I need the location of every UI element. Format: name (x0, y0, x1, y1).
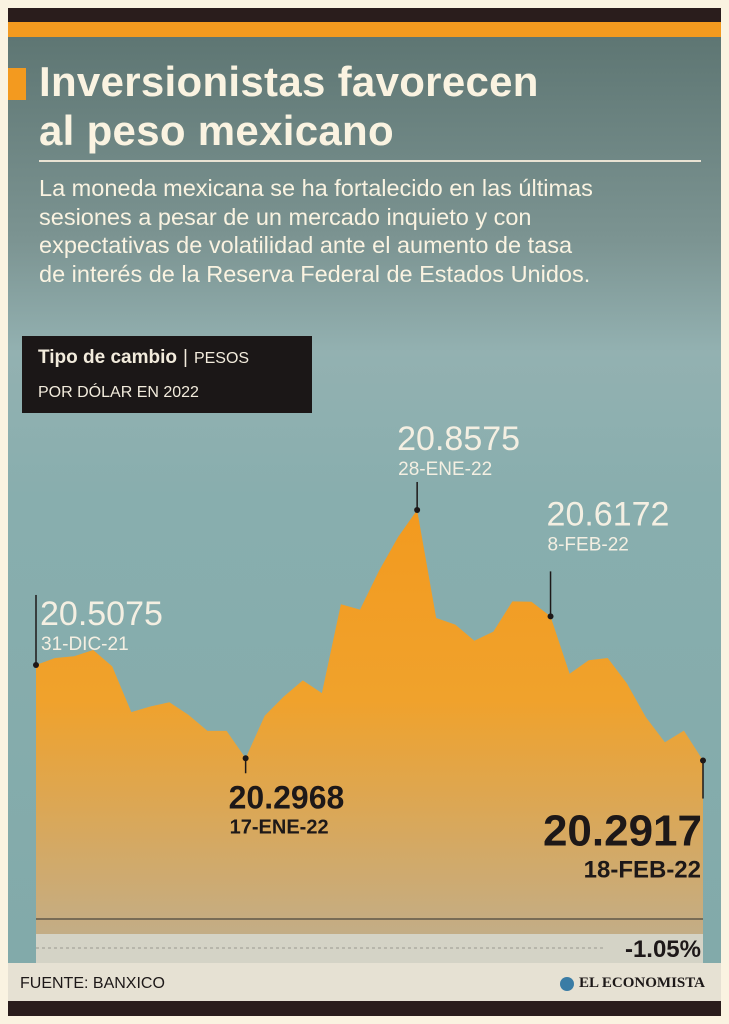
annotation-date: 31-DIC-21 (41, 634, 129, 655)
annotation-value: 20.8575 (397, 420, 520, 458)
footer: FUENTE: BANXICO EL ECONOMISTA (8, 963, 721, 1001)
exchange-rate-area (36, 510, 703, 934)
annotation-date: 17-ENE-22 (230, 816, 329, 838)
subtitle-line: sesiones a pesar de un mercado inquieto … (39, 203, 532, 230)
subtitle: La moneda mexicana se ha fortalecido en … (39, 174, 709, 288)
subtitle-line: La moneda mexicana se ha fortalecido en … (39, 175, 593, 201)
annotation-value: 20.2917 (543, 807, 702, 856)
legend-unit: PESOS (193, 350, 250, 367)
annotation-value: 20.2968 (229, 779, 345, 815)
annotation-date: 18-FEB-22 (584, 857, 701, 884)
exchange-rate-chart: 20.507531-DIC-2120.296817-ENE-2220.85752… (33, 420, 706, 963)
page-title: Inversionistas favorecen al peso mexican… (39, 57, 699, 155)
annotation-point (414, 506, 421, 513)
bottom-bar (8, 1001, 721, 1016)
title-divider (39, 160, 701, 162)
annotation-date: 28-ENE-22 (398, 459, 492, 480)
top-accent-bar (8, 22, 721, 37)
subtitle-line: expectativas de volatilidad ante el aume… (39, 232, 573, 258)
annotation-value: 20.5075 (40, 595, 163, 633)
annotation-date: 8-FEB-22 (548, 534, 629, 555)
title-line-2: al peso mexicano (39, 107, 394, 154)
legend-unit-detail: POR DÓLAR EN 2022 (38, 384, 199, 401)
legend-title: Tipo de cambio (38, 347, 178, 368)
brand-name: EL ECONOMISTA (579, 975, 705, 991)
annotation-point (242, 755, 249, 762)
change-percent: -1.05% (625, 936, 701, 963)
brand-logo-icon (560, 976, 574, 991)
title-line-1: Inversionistas favorecen (39, 58, 539, 105)
subtitle-line: de interés de la Reserva Federal de Esta… (39, 260, 591, 287)
infographic-panel: Inversionistas favorecen al peso mexican… (8, 37, 721, 963)
top-bar (8, 8, 721, 22)
annotation-value: 20.6172 (547, 495, 670, 533)
brand-logo: EL ECONOMISTA (560, 975, 705, 992)
legend-separator: | (183, 347, 188, 368)
chart-legend: Tipo de cambio | PESOS POR DÓLAR EN 2022 (22, 336, 312, 413)
source-note: FUENTE: BANXICO (20, 975, 165, 992)
title-accent-mark (8, 68, 26, 100)
annotation-point (700, 757, 706, 764)
annotation-point (547, 613, 554, 620)
annotation-point (33, 661, 39, 668)
change-bar-background (36, 934, 703, 963)
